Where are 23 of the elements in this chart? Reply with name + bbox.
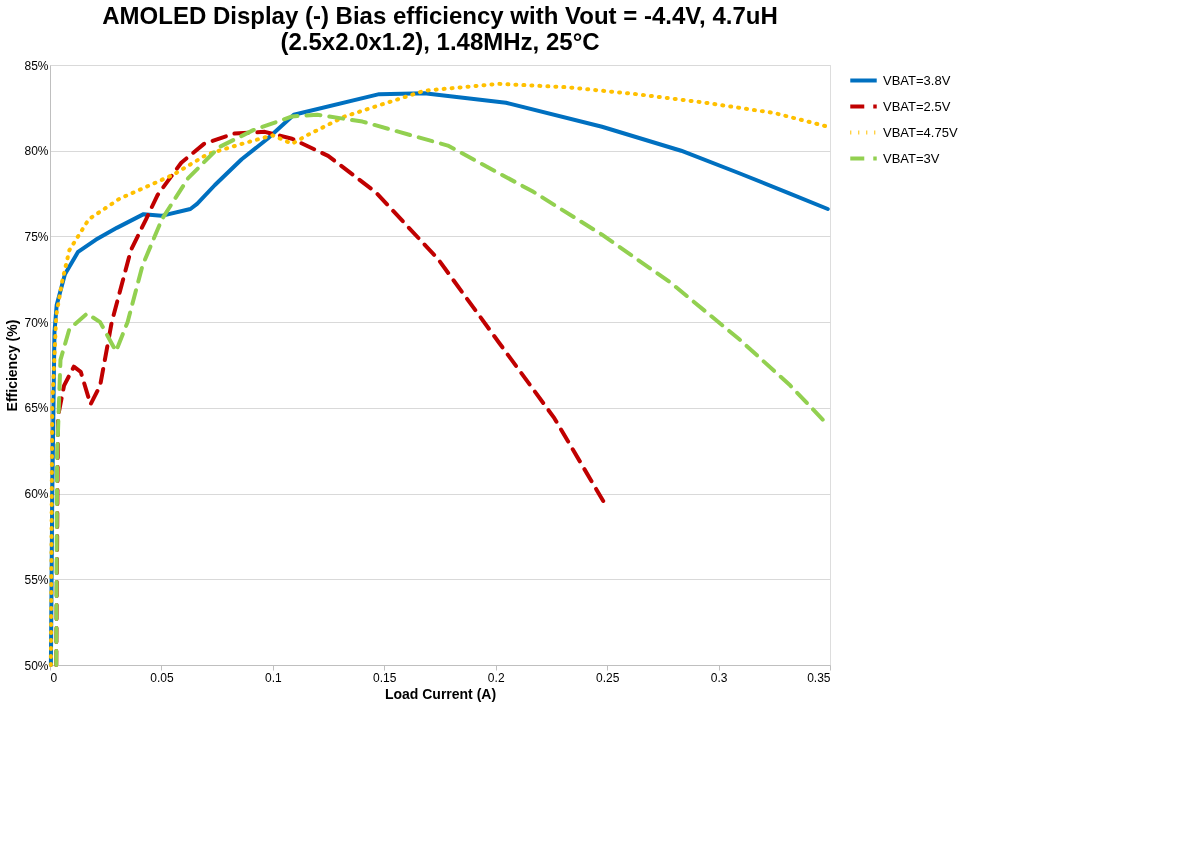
x-axis-title: Load Current (A) (384, 685, 497, 702)
y-tick-label: 70% (24, 315, 49, 330)
x-tick-label: 0.15 (373, 670, 397, 685)
y-tick-label: 60% (24, 487, 49, 502)
x-tick-label: 0.35 (807, 670, 831, 685)
legend-label: VBAT=3.8V (883, 72, 951, 88)
x-tick-label: 0.1 (265, 670, 283, 685)
y-tick-label: 50% (24, 658, 49, 673)
x-tick-label: 0.3 (710, 670, 728, 685)
y-tick-label: 55% (24, 572, 49, 587)
y-axis-title: Efficiency (%) (4, 319, 21, 412)
y-tick-label: 75% (24, 229, 49, 244)
legend-label: VBAT=3V (883, 150, 940, 166)
y-tick-label: 80% (24, 144, 49, 159)
x-tick-label: 0.2 (487, 670, 505, 685)
y-tick-label: 85% (24, 58, 49, 73)
legend-label: VBAT=4.75V (883, 124, 958, 140)
chart-title: AMOLED Display (-) Bias efficiency with Vout = -4.4V, 4.7uH (2.5x2.0x1.2), 1.48MHz, 25°C (102, 2, 778, 55)
legend-label: VBAT=2.5V (883, 98, 951, 114)
x-tick-label: 0.25 (595, 670, 620, 685)
y-tick-label: 65% (24, 401, 49, 416)
x-tick-label: 0.05 (150, 670, 174, 685)
x-tick-label: 0 (50, 670, 58, 685)
